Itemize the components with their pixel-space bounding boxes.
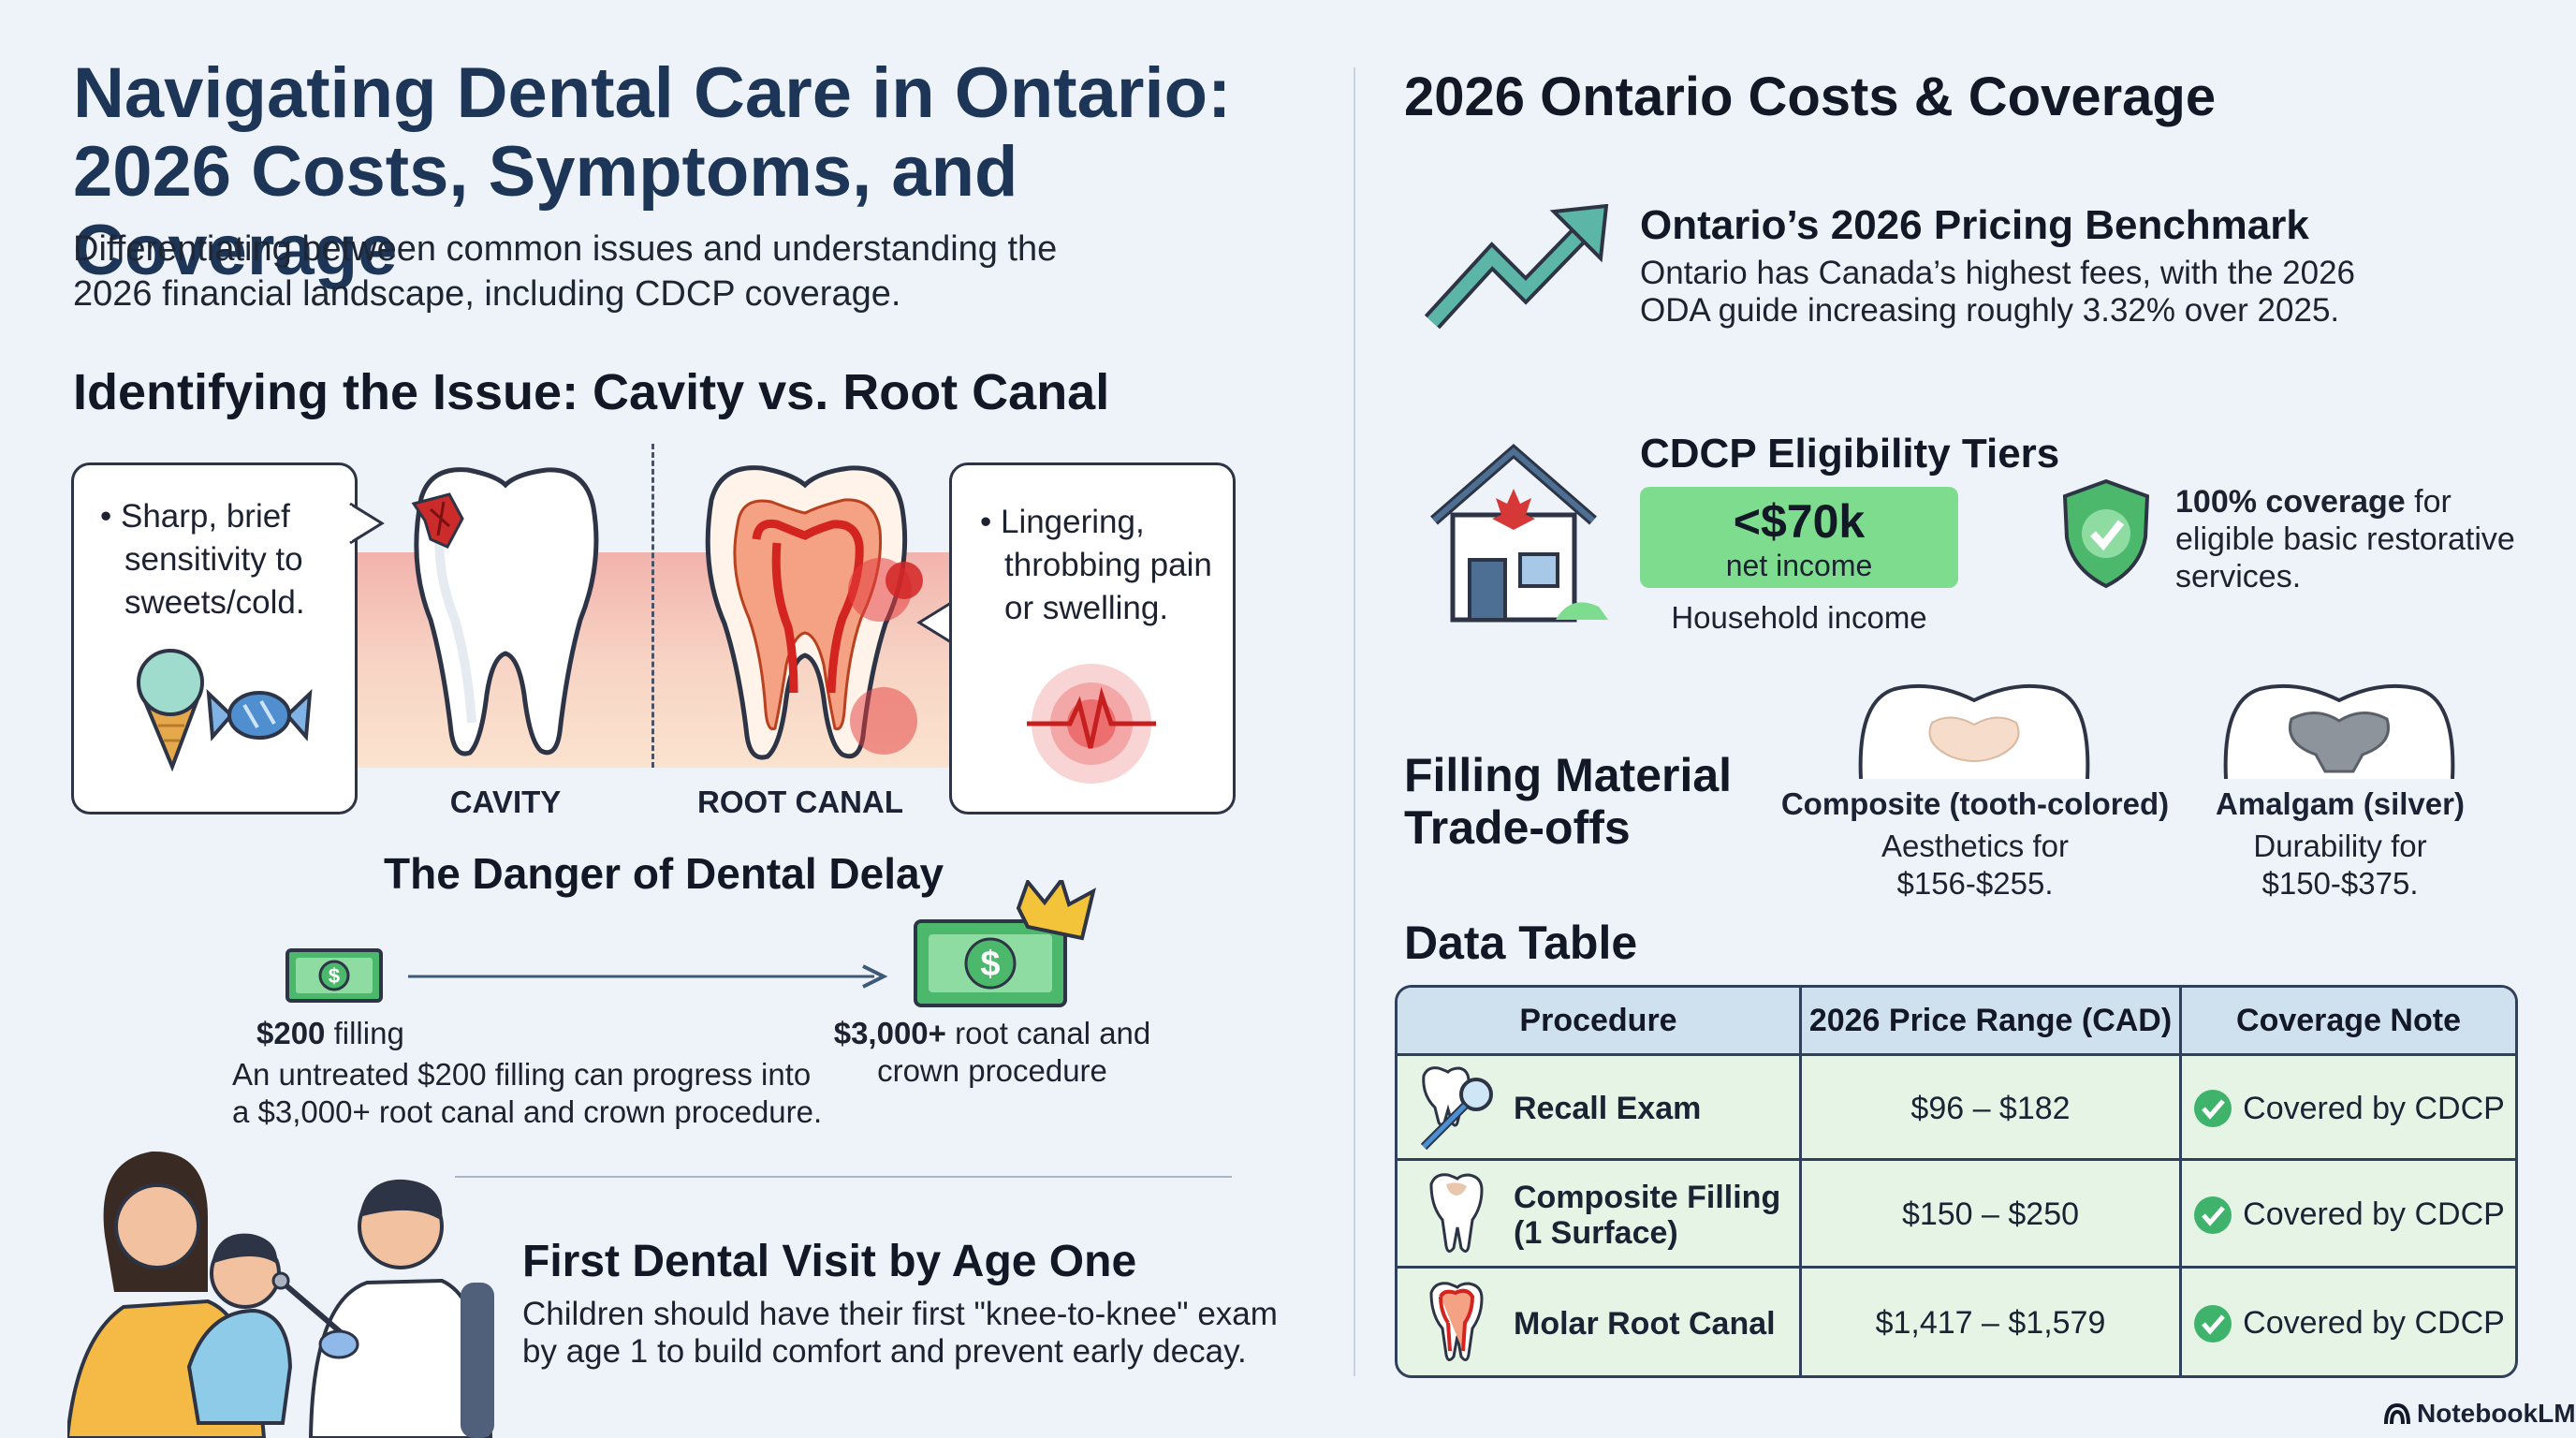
cavity-tooth-icon xyxy=(411,467,599,756)
table-row: Composite Filling (1 Surface) $150 – $25… xyxy=(1398,1158,2515,1269)
page-title: Navigating Dental Care in Ontario: 2026 … xyxy=(73,53,1232,290)
income-value: <$70k xyxy=(1733,495,1866,548)
page-subtitle: Differentiating between common issues an… xyxy=(73,229,1058,314)
column-divider xyxy=(1354,67,1355,1376)
root-canal-label: ROOT CANAL xyxy=(697,785,903,819)
first-visit-description: Children should have their first "knee-t… xyxy=(522,1296,1278,1370)
filled-tooth-icon xyxy=(1429,1172,1484,1253)
root-canal-symptom-bubble: • Lingering, throbbing pain or swelling. xyxy=(949,462,1236,814)
note-cell: Covered by CDCP xyxy=(2182,1161,2515,1269)
table-heading: Data Table xyxy=(1404,917,1638,969)
price-cell: $150 – $250 xyxy=(1802,1161,2182,1269)
magnifier-tooth-icon xyxy=(1420,1066,1493,1151)
benchmark-description: Ontario has Canada’s highest fees, with … xyxy=(1640,255,2356,329)
table-header-price: 2026 Price Range (CAD) xyxy=(1802,988,2182,1053)
trend-up-arrow-icon xyxy=(1424,204,1609,330)
identify-heading: Identifying the Issue: Cavity vs. Root C… xyxy=(73,364,1110,420)
right-heading: 2026 Ontario Costs & Coverage xyxy=(1404,66,2217,127)
procedure-cell: Recall Exam xyxy=(1398,1056,1802,1161)
amalgam-tooth-icon xyxy=(2223,683,2455,779)
ice-cream-icon xyxy=(137,649,204,772)
svg-text:$: $ xyxy=(980,945,1000,984)
check-circle-icon xyxy=(2194,1090,2232,1127)
income-sub: net income xyxy=(1725,549,1873,582)
table-header-procedure: Procedure xyxy=(1398,988,1802,1053)
table-row: Recall Exam $96 – $182 Covered by CDCP xyxy=(1398,1053,2515,1161)
house-maple-leaf-icon xyxy=(1430,444,1608,623)
svg-text:$: $ xyxy=(329,964,340,988)
procedure-cell: Molar Root Canal xyxy=(1398,1269,1802,1375)
check-circle-icon xyxy=(2194,1304,2232,1343)
bubble-pointer xyxy=(916,601,953,644)
cavity-symptom-bubble: • Sharp, brief sensitivity to sweets/col… xyxy=(71,462,358,814)
notebooklm-logo-icon xyxy=(2384,1402,2410,1425)
root-canal-tooth-small-icon xyxy=(1429,1281,1484,1361)
pain-pulse-icon xyxy=(1027,664,1156,784)
bubble-pointer xyxy=(348,502,385,545)
filling-title: Filling Material Trade-offs xyxy=(1404,749,1733,854)
first-visit-heading: First Dental Visit by Age One xyxy=(522,1237,1137,1286)
price-cell: $1,417 – $1,579 xyxy=(1802,1269,2182,1375)
brand-logo: NotebookLM xyxy=(2383,1399,2576,1429)
procedure-cell: Composite Filling (1 Surface) xyxy=(1398,1161,1802,1269)
small-cost-label: $200 filling xyxy=(256,1016,404,1050)
benchmark-title: Ontario’s 2026 Pricing Benchmark xyxy=(1640,202,2309,248)
first-visit-illustration xyxy=(67,1151,494,1438)
income-tier-badge: <$70k net income xyxy=(1640,487,1958,588)
note-cell: Covered by CDCP xyxy=(2182,1056,2515,1161)
delay-heading: The Danger of Dental Delay xyxy=(384,849,944,898)
delay-description: An untreated $200 filling can progress i… xyxy=(232,1057,823,1129)
data-table: Procedure 2026 Price Range (CAD) Coverag… xyxy=(1395,985,2518,1378)
money-crown-icon: $ xyxy=(914,880,1096,1007)
candy-icon xyxy=(206,688,313,741)
price-cell: $96 – $182 xyxy=(1802,1056,2182,1161)
table-header-note: Coverage Note xyxy=(2236,1002,2461,1038)
teeth-divider xyxy=(651,444,654,768)
root-canal-tooth-icon xyxy=(705,465,923,760)
amalgam-info: Amalgam (silver) Durability for $150-$37… xyxy=(2216,786,2465,901)
cdcp-title: CDCP Eligibility Tiers xyxy=(1640,431,2060,477)
large-cost-label: $3,000+ root canal and crown procedure xyxy=(833,1016,1151,1088)
section-divider xyxy=(455,1176,1232,1178)
composite-info: Composite (tooth-colored) Aesthetics for… xyxy=(1780,786,2170,901)
small-bill-icon: $ xyxy=(285,948,383,1003)
coverage-text: 100% coverage for eligible basic restora… xyxy=(2175,484,2515,594)
composite-tooth-icon xyxy=(1858,683,2090,779)
check-circle-icon xyxy=(2194,1196,2232,1234)
cavity-label: CAVITY xyxy=(449,785,562,819)
table-row: Molar Root Canal $1,417 – $1,579 Covered… xyxy=(1398,1266,2515,1375)
table-header-row: Procedure 2026 Price Range (CAD) Coverag… xyxy=(1398,988,2515,1053)
progression-arrow xyxy=(408,964,888,989)
note-cell: Covered by CDCP xyxy=(2182,1269,2515,1375)
income-caption: Household income xyxy=(1671,600,1927,635)
shield-check-icon xyxy=(2062,478,2150,589)
